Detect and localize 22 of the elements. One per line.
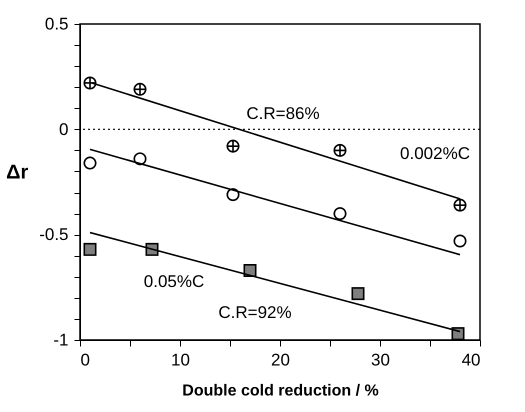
x-tick-label: 10 (171, 350, 190, 370)
annotation: 0.05%C (144, 272, 204, 291)
point (454, 234, 466, 248)
x-tick-label: 20 (271, 350, 290, 370)
y-tick-label: -0.5 (39, 225, 68, 244)
y-tick-label: 0 (59, 120, 68, 139)
y-tick-label: 0.5 (44, 14, 68, 34)
annotation: C.R=92% (218, 303, 292, 322)
point (84, 156, 96, 170)
point (134, 152, 146, 166)
point (84, 242, 96, 256)
y-axis-title: Δr (6, 162, 28, 184)
point (352, 287, 364, 300)
point (334, 207, 346, 220)
point (452, 327, 464, 340)
x-tick-label: 30 (371, 350, 390, 370)
x-tick-label: 0 (80, 350, 90, 370)
annotation: C.R=86% (246, 104, 320, 123)
annotation: 0.002%C (400, 144, 470, 163)
y-tick-label: -1 (53, 330, 68, 350)
x-axis-title: Double cold reduction / % (182, 382, 379, 400)
x-tick-label: 40 (462, 350, 480, 370)
